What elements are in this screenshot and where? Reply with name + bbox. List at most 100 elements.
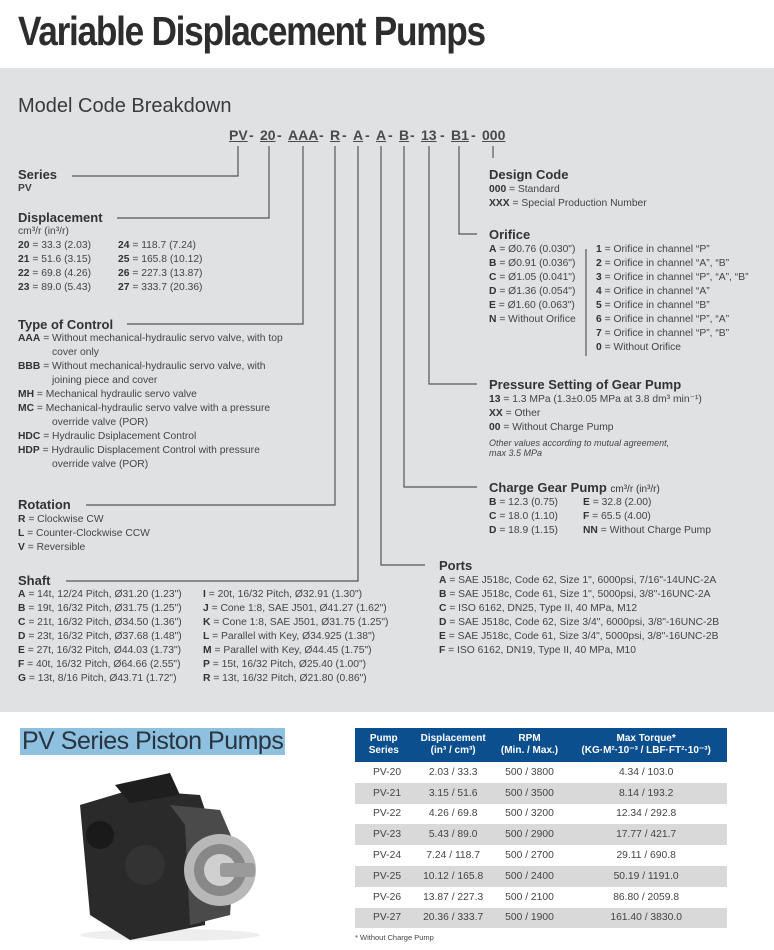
list-item: 21 = 51.6 (3.15) bbox=[18, 253, 91, 267]
list-item: A = SAE J518c, Code 62, Size 1", 6000psi… bbox=[439, 574, 719, 588]
item-value: = 18.0 (1.10) bbox=[499, 511, 558, 522]
item-code: HDC bbox=[18, 431, 41, 442]
table-cell: 12.34 / 292.8 bbox=[616, 808, 677, 820]
list-item: P = 15t, 16/32 Pitch, Ø25.40 (1.00") bbox=[203, 658, 388, 672]
pump-image bbox=[80, 773, 260, 941]
item-code: F bbox=[439, 645, 446, 656]
list-item: D = SAE J518c, Code 62, Size 3/4", 6000p… bbox=[439, 616, 719, 630]
item-code: 2 bbox=[596, 258, 602, 269]
list-item: 22 = 69.8 (4.26) bbox=[18, 267, 91, 281]
item-value: = Without Orifice bbox=[499, 314, 576, 325]
model-code-segment: 20 bbox=[260, 127, 276, 143]
list-item: N = Without Orifice bbox=[489, 313, 576, 327]
column-header: Max Torque* (KG·M²·10⁻³ / LBF·FT²·10⁻³) bbox=[565, 728, 727, 762]
ports-heading: Ports bbox=[439, 558, 473, 573]
table-footnote: * Without Charge Pump bbox=[355, 933, 434, 942]
pressure-list: 13 = 1.3 MPa (1.3±0.05 MPa at 3.8 dm³ mi… bbox=[489, 393, 702, 435]
item-value: = Without Charge Pump bbox=[503, 422, 614, 433]
list-item: HDC = Hydraulic Dsiplacement Control bbox=[18, 430, 283, 444]
table-cell: 4.34 / 103.0 bbox=[618, 766, 674, 778]
table-row: PV-20 2.03 / 33.3 500 / 3800 4.34 / 103.0 bbox=[355, 762, 727, 783]
item-code: C bbox=[439, 603, 447, 614]
item-value: = ISO 6162, DN25, Type II, 40 MPa, M12 bbox=[449, 603, 638, 614]
item-value: = Reversible bbox=[27, 542, 86, 553]
model-code-heading: Model Code Breakdown bbox=[18, 95, 232, 117]
item-continuation: override valve (POR) bbox=[52, 459, 149, 470]
list-item: 1 = Orifice in channel “P” bbox=[596, 243, 749, 257]
item-value: = 33.3 (2.03) bbox=[32, 240, 92, 251]
control-heading: Type of Control bbox=[18, 317, 114, 332]
item-code: NN bbox=[583, 525, 598, 536]
model-code-separator: - bbox=[471, 127, 476, 143]
list-item: 20 = 33.3 (2.03) bbox=[18, 239, 91, 253]
item-code: D bbox=[489, 286, 497, 297]
list-item: 13 = 1.3 MPa (1.3±0.05 MPa at 3.8 dm³ mi… bbox=[489, 393, 702, 407]
model-code-segment: A bbox=[376, 127, 387, 143]
table-row: PV-25 10.12 / 165.8 500 / 2400 50.19 / 1191… bbox=[355, 865, 727, 887]
item-value: = 165.8 (10.12) bbox=[132, 254, 203, 265]
rotation-heading: Rotation bbox=[18, 497, 71, 512]
item-value: = Counter-Clockwise CCW bbox=[27, 528, 150, 539]
shaft-col1: A = 14t, 12/24 Pitch, Ø31.20 (1.23") B = … bbox=[18, 588, 182, 686]
table-cell: 500 / 2100 bbox=[505, 891, 554, 903]
item-code: 00 bbox=[489, 422, 501, 433]
item-code: M bbox=[203, 645, 212, 656]
pressure-note-line1: Other values according to mutual agreeme… bbox=[489, 438, 670, 448]
item-code: 7 bbox=[596, 328, 602, 339]
list-item: L = Counter-Clockwise CCW bbox=[18, 527, 150, 541]
orifice-connector bbox=[458, 146, 477, 235]
table-cell: 20.36 / 333.7 bbox=[412, 907, 494, 929]
table-cell: 500 / 3200 bbox=[505, 808, 554, 820]
list-item: J = Cone 1:8, SAE J501, Ø41.27 (1.62") bbox=[203, 602, 388, 616]
list-item: D = 23t, 16/32 Pitch, Ø37.68 (1.48") bbox=[18, 630, 182, 644]
item-value: = Cone 1:8, SAE J501, Ø31.75 (1.25") bbox=[213, 617, 389, 628]
column-header-line: RPM bbox=[518, 733, 541, 744]
item-value: = SAE J518c, Code 62, Size 1", 6000psi, … bbox=[449, 575, 717, 586]
orifice-col2: 1 = Orifice in channel “P” 2 = Orifice in… bbox=[596, 243, 749, 355]
item-code: BBB bbox=[18, 361, 41, 372]
item-value: = 32.8 (2.00) bbox=[592, 497, 652, 508]
item-value: = Special Production Number bbox=[512, 198, 647, 209]
item-value: = SAE J518c, Code 62, Size 3/4", 6000psi… bbox=[449, 617, 720, 628]
model-code-segment: B1 bbox=[451, 127, 469, 143]
item-value: = SAE J518c, Code 61, Size 3/4", 5000psi… bbox=[448, 631, 719, 642]
item-code: N bbox=[489, 314, 497, 325]
displacement-heading: Displacement bbox=[18, 210, 103, 225]
connector-lines bbox=[66, 146, 587, 582]
pressure-connector bbox=[428, 146, 477, 385]
list-item: 26 = 227.3 (13.87) bbox=[118, 267, 202, 281]
table-cell: 2.03 / 33.3 bbox=[428, 766, 478, 778]
item-code: V bbox=[18, 542, 25, 553]
list-item: K = Cone 1:8, SAE J501, Ø31.75 (1.25") bbox=[203, 616, 388, 630]
item-continuation: override valve (POR) bbox=[52, 417, 149, 428]
column-header-line: (KG·M²·10⁻³ / LBF·FT²·10⁻³) bbox=[581, 745, 711, 756]
table-cell: 7.24 / 118.7 bbox=[426, 850, 480, 862]
list-item: R = 13t, 16/32 Pitch, Ø21.80 (0.86") bbox=[203, 672, 388, 686]
model-code-separator: - bbox=[277, 127, 282, 143]
displacement-connector bbox=[117, 146, 270, 219]
table-cell: 8.14 / 193.2 bbox=[565, 782, 727, 804]
charge-col1: B = 12.3 (0.75) C = 18.0 (1.10) D = 18.9 (… bbox=[489, 496, 558, 538]
pressure-heading: Pressure Setting of Gear Pump bbox=[489, 377, 682, 392]
column-header: Pump Series bbox=[355, 728, 413, 762]
table-cell: 86.80 / 2059.8 bbox=[613, 891, 680, 903]
list-item: L = Parallel with Key, Ø34.925 (1.38") bbox=[203, 630, 388, 644]
list-item: F = 65.5 (4.00) bbox=[583, 510, 711, 524]
item-code: E bbox=[489, 300, 496, 311]
list-item: F = 40t, 16/32 Pitch, Ø64.66 (2.55") bbox=[18, 658, 182, 672]
item-value: = Hydraulic Dsiplacement Control bbox=[43, 431, 197, 442]
item-code: 6 bbox=[596, 314, 602, 325]
table-cell: 4.26 / 69.8 bbox=[428, 808, 478, 820]
item-value: = Orifice in channel “P”, “B” bbox=[604, 328, 730, 339]
item-code: XX bbox=[489, 408, 503, 419]
item-code: 3 bbox=[596, 272, 602, 283]
item-code: C bbox=[18, 617, 26, 628]
model-code-separator: - bbox=[440, 127, 445, 143]
table-cell: 500 / 2900 bbox=[493, 824, 566, 846]
item-code: C bbox=[489, 511, 497, 522]
list-item: 24 = 118.7 (7.24) bbox=[118, 239, 202, 253]
item-value: = 13t, 8/16 Pitch, Ø43.71 (1.72") bbox=[28, 673, 177, 684]
item-value: = Standard bbox=[509, 184, 560, 195]
item-value: = Without Charge Pump bbox=[600, 525, 711, 536]
item-value: = Without Orifice bbox=[604, 342, 682, 353]
